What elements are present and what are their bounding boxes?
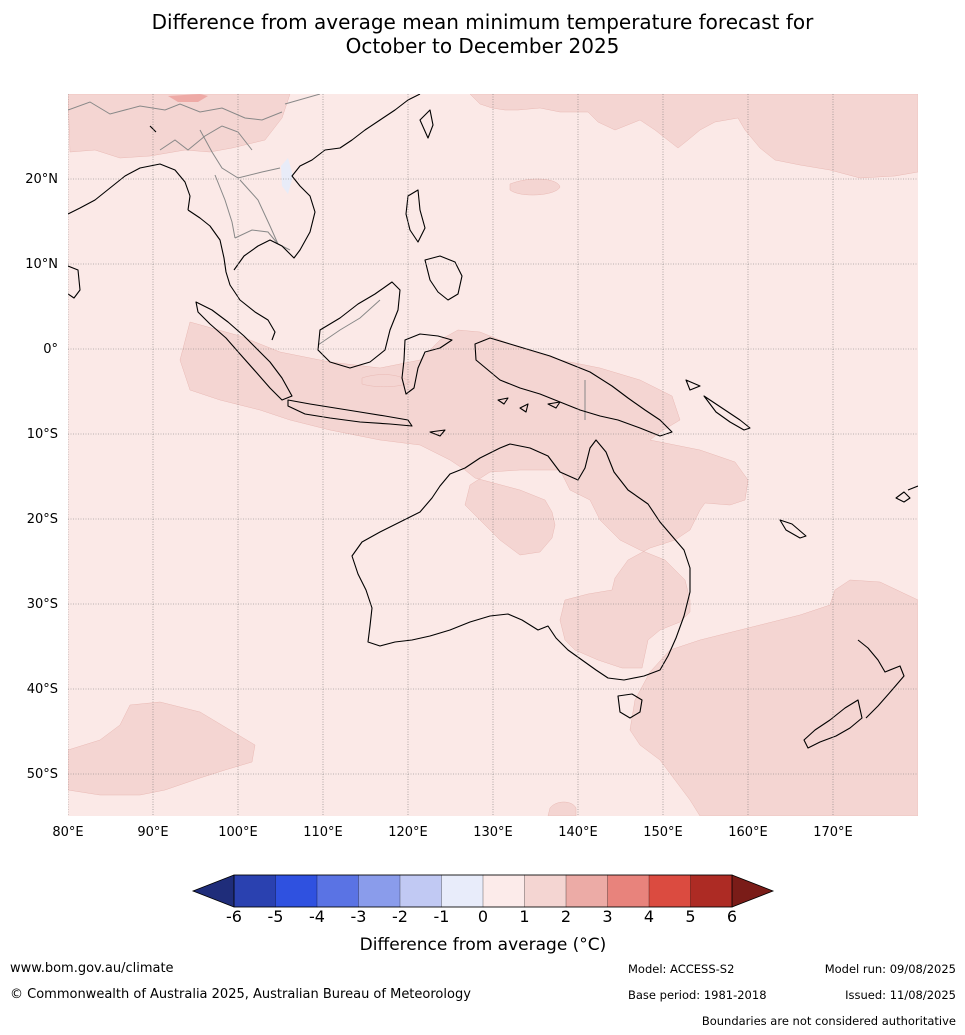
colorbar-tick-label: 4 (644, 907, 654, 926)
map-area (68, 94, 918, 816)
title-line-1: Difference from average mean minimum tem… (151, 10, 814, 34)
colorbar-title: Difference from average (°C) (360, 935, 607, 955)
colorbar-swatch (358, 874, 401, 908)
base-period-text: Base period: 1981-2018 (628, 988, 767, 1002)
colorbar-tick-label: -1 (434, 907, 450, 926)
lat-label: 10°S (27, 427, 58, 442)
lon-label: 130°E (473, 825, 513, 840)
anomaly-0-to-minus-1-region (281, 158, 293, 194)
lon-label: 140°E (558, 825, 598, 840)
anomaly-1-to-2-regions (68, 94, 918, 816)
lat-label: 20°S (27, 512, 58, 527)
lat-label: 50°S (27, 767, 58, 782)
colorbar-swatch (607, 874, 650, 908)
colorbar-tick-label: 2 (561, 907, 571, 926)
longitude-labels: 80°E 90°E 100°E 110°E 120°E 130°E 140°E … (52, 825, 852, 840)
colorbar-swatch (275, 874, 318, 908)
colorbar-swatch (316, 874, 360, 908)
model-run-text: Model run: 09/08/2025 (824, 962, 956, 976)
colorbar-swatch (441, 874, 484, 908)
issued-text: Issued: 11/08/2025 (845, 988, 956, 1002)
lon-label: 80°E (52, 825, 83, 840)
colorbar-swatch (524, 874, 567, 908)
copyright-text: © Commonwealth of Australia 2025, Austra… (10, 987, 471, 1002)
map-title: Difference from average mean minimum tem… (0, 10, 965, 58)
colorbar-tick-label: 1 (519, 907, 529, 926)
graticule (68, 94, 918, 816)
disclaimer-text: Boundaries are not considered authoritat… (701, 1014, 956, 1028)
colorbar-tick-label: 5 (685, 907, 695, 926)
model-text: Model: ACCESS-S2 (628, 962, 735, 976)
colorbar-tick-label: 0 (478, 907, 488, 926)
lon-label: 110°E (303, 825, 343, 840)
colorbar-tick-label: 6 (727, 907, 737, 926)
anomaly-2-to-3-region (168, 94, 208, 102)
lon-label: 160°E (728, 825, 768, 840)
colorbar-swatch (690, 874, 733, 908)
colorbar-tick-label: 3 (602, 907, 612, 926)
website-text: www.bom.gov.au/climate (10, 961, 174, 976)
colorbar-tick-labels: -6 -5 -4 -3 -2 -1 0 1 2 3 4 5 6 (226, 907, 737, 926)
colorbar-swatch (565, 874, 609, 908)
lon-label: 120°E (388, 825, 428, 840)
colorbar-over-arrow (732, 875, 773, 907)
lat-label: 30°S (27, 597, 58, 612)
colorbar-swatch (482, 874, 526, 908)
colorbar-swatch (399, 874, 443, 908)
title-line-2: October to December 2025 (345, 34, 620, 58)
colorbar-tick-label: -3 (351, 907, 367, 926)
lon-label: 90°E (137, 825, 168, 840)
lon-label: 150°E (643, 825, 683, 840)
latitude-labels: 20°N 10°N 0° 10°S 20°S 30°S 40°S 50°S (25, 172, 58, 782)
colorbar: -6 -5 -4 -3 -2 -1 0 1 2 3 4 5 6 Difference from aver… (191, 874, 775, 955)
colorbar-under-arrow (193, 875, 234, 907)
lon-label: 170°E (813, 825, 853, 840)
colorbar-tick-label: -2 (392, 907, 408, 926)
lat-label: 0° (43, 342, 58, 357)
colorbar-swatches (233, 874, 733, 908)
lon-label: 100°E (218, 825, 258, 840)
colorbar-swatch (648, 874, 692, 908)
lat-label: 10°N (25, 257, 58, 272)
lat-label: 20°N (25, 172, 58, 187)
lat-label: 40°S (27, 682, 58, 697)
colorbar-tick-label: -6 (226, 907, 242, 926)
colorbar-tick-label: -4 (309, 907, 325, 926)
colorbar-tick-label: -5 (268, 907, 284, 926)
colorbar-swatch (233, 874, 277, 908)
colorbar-outline (233, 874, 733, 908)
